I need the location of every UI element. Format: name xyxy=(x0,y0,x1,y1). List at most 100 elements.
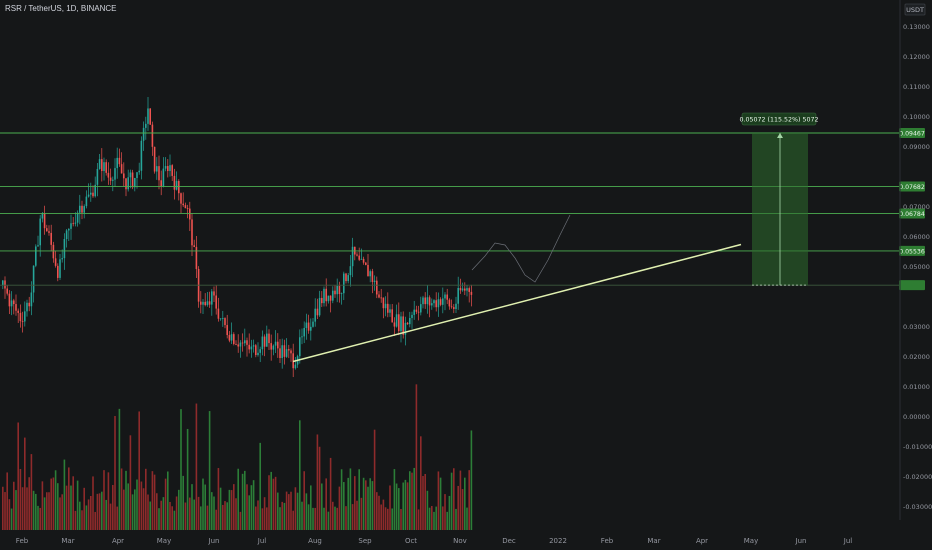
candle-body xyxy=(151,124,154,147)
candle-body xyxy=(46,228,48,232)
volume-bar xyxy=(285,491,288,530)
volume-bar xyxy=(50,478,52,530)
volume-bar xyxy=(46,492,48,530)
volume-bar xyxy=(347,477,349,530)
candle-body xyxy=(65,230,68,240)
volume-bar xyxy=(127,483,129,530)
candle-body xyxy=(125,178,127,190)
volume-bar xyxy=(417,509,420,530)
candle-body xyxy=(61,258,63,260)
exchange-label: BINANCE xyxy=(80,4,117,13)
candle-body xyxy=(217,308,220,319)
volume-bar xyxy=(200,506,202,530)
candle-body xyxy=(246,340,248,345)
volume-bar xyxy=(303,471,305,530)
candle-body xyxy=(274,341,277,346)
candle-body xyxy=(30,292,33,307)
time-axis[interactable]: Feb Mar Apr May Jun Jul Aug Sep Oct Nov Dec 2022 Feb… xyxy=(16,537,852,545)
time-tick-label: Aug xyxy=(308,537,322,545)
time-tick-label: 2022 xyxy=(549,537,567,545)
candle-body xyxy=(336,285,338,295)
candle-body xyxy=(164,166,167,169)
candle-body xyxy=(373,280,376,282)
trendline[interactable] xyxy=(292,214,742,363)
volume-bar xyxy=(277,492,279,530)
volume-bar xyxy=(94,511,96,530)
volume-bar xyxy=(85,505,88,530)
candle-body xyxy=(81,205,83,213)
volume-bar xyxy=(316,434,319,530)
level-price-tag xyxy=(899,280,925,291)
volume-bar xyxy=(244,470,246,530)
candle-body xyxy=(310,326,312,331)
candle-body xyxy=(138,170,140,173)
candle-body xyxy=(180,193,182,204)
volume-bar xyxy=(219,487,222,530)
candle-body xyxy=(15,304,17,311)
candle-body xyxy=(409,318,411,325)
volume-bar xyxy=(426,490,429,530)
volume-bar xyxy=(140,481,143,530)
candle-body xyxy=(43,213,46,229)
candle-body xyxy=(87,194,90,197)
volume-bar xyxy=(83,487,85,530)
volume-bar xyxy=(446,511,448,530)
candle-body xyxy=(437,299,440,308)
candle-body xyxy=(41,213,44,219)
volume-bar xyxy=(413,467,415,530)
candle-body xyxy=(263,336,266,347)
time-tick-label: Jul xyxy=(843,537,853,545)
volume-bar xyxy=(360,497,363,530)
candle-body xyxy=(96,168,99,185)
volume-bar xyxy=(136,479,138,530)
candle-body xyxy=(464,288,466,291)
candle-body xyxy=(211,291,213,305)
candle-body xyxy=(79,205,81,213)
candle-body xyxy=(349,266,352,276)
candle-body xyxy=(39,218,41,246)
price-axis[interactable]: USDT 0.13000 0.12000 0.11000 0.10000 0.09000 0… xyxy=(899,0,932,520)
volume-bar xyxy=(468,470,470,530)
volume-bar xyxy=(307,504,310,530)
candle-body xyxy=(52,244,55,259)
volume-bar xyxy=(356,500,358,530)
price-tick-label: 0.10000 xyxy=(903,113,930,121)
volume-bar xyxy=(6,472,8,530)
candle-body xyxy=(257,352,259,356)
volume-bar xyxy=(321,483,323,530)
time-tick-label: Mar xyxy=(61,537,74,545)
chart-title: RSR / TetherUS, 1D, BINANCE xyxy=(5,4,117,13)
candle-body xyxy=(195,246,198,270)
volume-bar xyxy=(400,509,402,530)
candle-body xyxy=(384,303,387,309)
volume-bar xyxy=(123,489,125,530)
volume-bar xyxy=(175,496,178,530)
candle-body xyxy=(415,309,418,312)
candle-body xyxy=(422,297,424,305)
target-zone[interactable]: 0.05072 (115.52%) 5072 xyxy=(740,112,819,286)
candle-body xyxy=(107,172,110,178)
candle-body xyxy=(244,340,246,344)
volume-bar xyxy=(373,429,376,530)
volume-bar xyxy=(402,482,404,530)
volume-bar xyxy=(255,506,257,530)
candle-body xyxy=(202,301,204,305)
volume-bar xyxy=(415,384,418,530)
volume-bar xyxy=(74,510,77,530)
candle-body xyxy=(393,322,396,327)
volume-bar xyxy=(208,411,211,530)
candle-body xyxy=(142,127,145,141)
horizontal-levels[interactable]: 0.09467 0.07682 0.06784 0.05536 xyxy=(0,127,925,291)
candle-body xyxy=(175,181,178,190)
volume-bar xyxy=(409,471,411,530)
volume-bar xyxy=(349,468,352,530)
volume-bar xyxy=(250,485,253,530)
candle-body xyxy=(329,295,332,301)
volume-bar xyxy=(90,495,92,530)
candle-body xyxy=(140,140,143,171)
volume-bar xyxy=(41,481,44,530)
volume-bar xyxy=(406,482,409,530)
volume-bar xyxy=(57,483,59,530)
volume-bar xyxy=(395,483,398,530)
